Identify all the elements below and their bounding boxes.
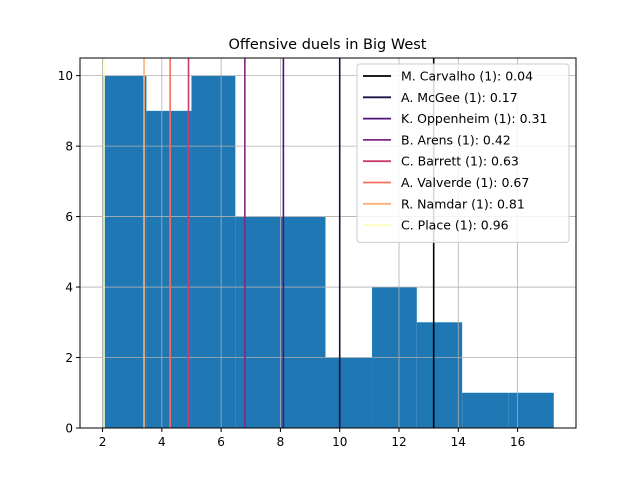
histogram-bar-5 <box>325 357 373 428</box>
y-tick-label-1: 2 <box>65 351 73 365</box>
histogram-bar-3 <box>235 216 281 428</box>
legend-label-6: R. Namdar (1): 0.81 <box>401 196 525 211</box>
x-tick-label-2: 6 <box>217 435 225 449</box>
legend-box <box>356 63 570 243</box>
plot-frame <box>79 57 577 429</box>
x-tick-label-1: 4 <box>158 435 166 449</box>
y-tick-label-0: 0 <box>65 422 73 436</box>
x-tick-label-3: 8 <box>277 435 285 449</box>
y-tick-label-2: 4 <box>65 281 73 295</box>
histogram-bar-4 <box>280 216 326 428</box>
histogram-bar-8 <box>462 392 509 428</box>
x-tick-label-0: 2 <box>99 435 107 449</box>
legend-label-1: A. McGee (1): 0.17 <box>401 90 518 105</box>
bars-layer <box>102 75 554 428</box>
x-tick-label-5: 12 <box>391 435 406 449</box>
legend-label-7: C. Place (1): 0.96 <box>401 218 509 233</box>
legend-label-3: B. Arens (1): 0.42 <box>401 132 511 147</box>
legend-label-4: C. Barrett (1): 0.63 <box>401 154 519 169</box>
vertical-lines-layer <box>103 58 435 428</box>
x-tick-label-7: 16 <box>510 435 525 449</box>
x-tick-label-6: 14 <box>451 435 466 449</box>
histogram-bar-0 <box>102 75 147 428</box>
y-tick-label-5: 10 <box>58 69 73 83</box>
legend: M. Carvalho (1): 0.04 A. McGee (1): 0.17 K… <box>356 63 570 243</box>
legend-label-5: A. Valverde (1): 0.67 <box>401 175 529 190</box>
x-tick-label-4: 10 <box>332 435 347 449</box>
histogram-bar-1 <box>146 110 192 428</box>
ticks-layer: 2 4 6 8 10 12 14 16 0 2 4 6 8 10 <box>58 69 526 449</box>
legend-label-2: K. Oppenheim (1): 0.31 <box>401 111 547 126</box>
y-tick-label-4: 8 <box>65 140 73 154</box>
histogram-bar-7 <box>416 322 463 428</box>
legend-label-0: M. Carvalho (1): 0.04 <box>401 69 533 84</box>
histogram-bar-2 <box>191 75 236 428</box>
histogram-bar-9 <box>508 392 554 428</box>
y-tick-label-3: 6 <box>65 210 73 224</box>
chart-title: Offensive duels in Big West <box>229 37 427 53</box>
